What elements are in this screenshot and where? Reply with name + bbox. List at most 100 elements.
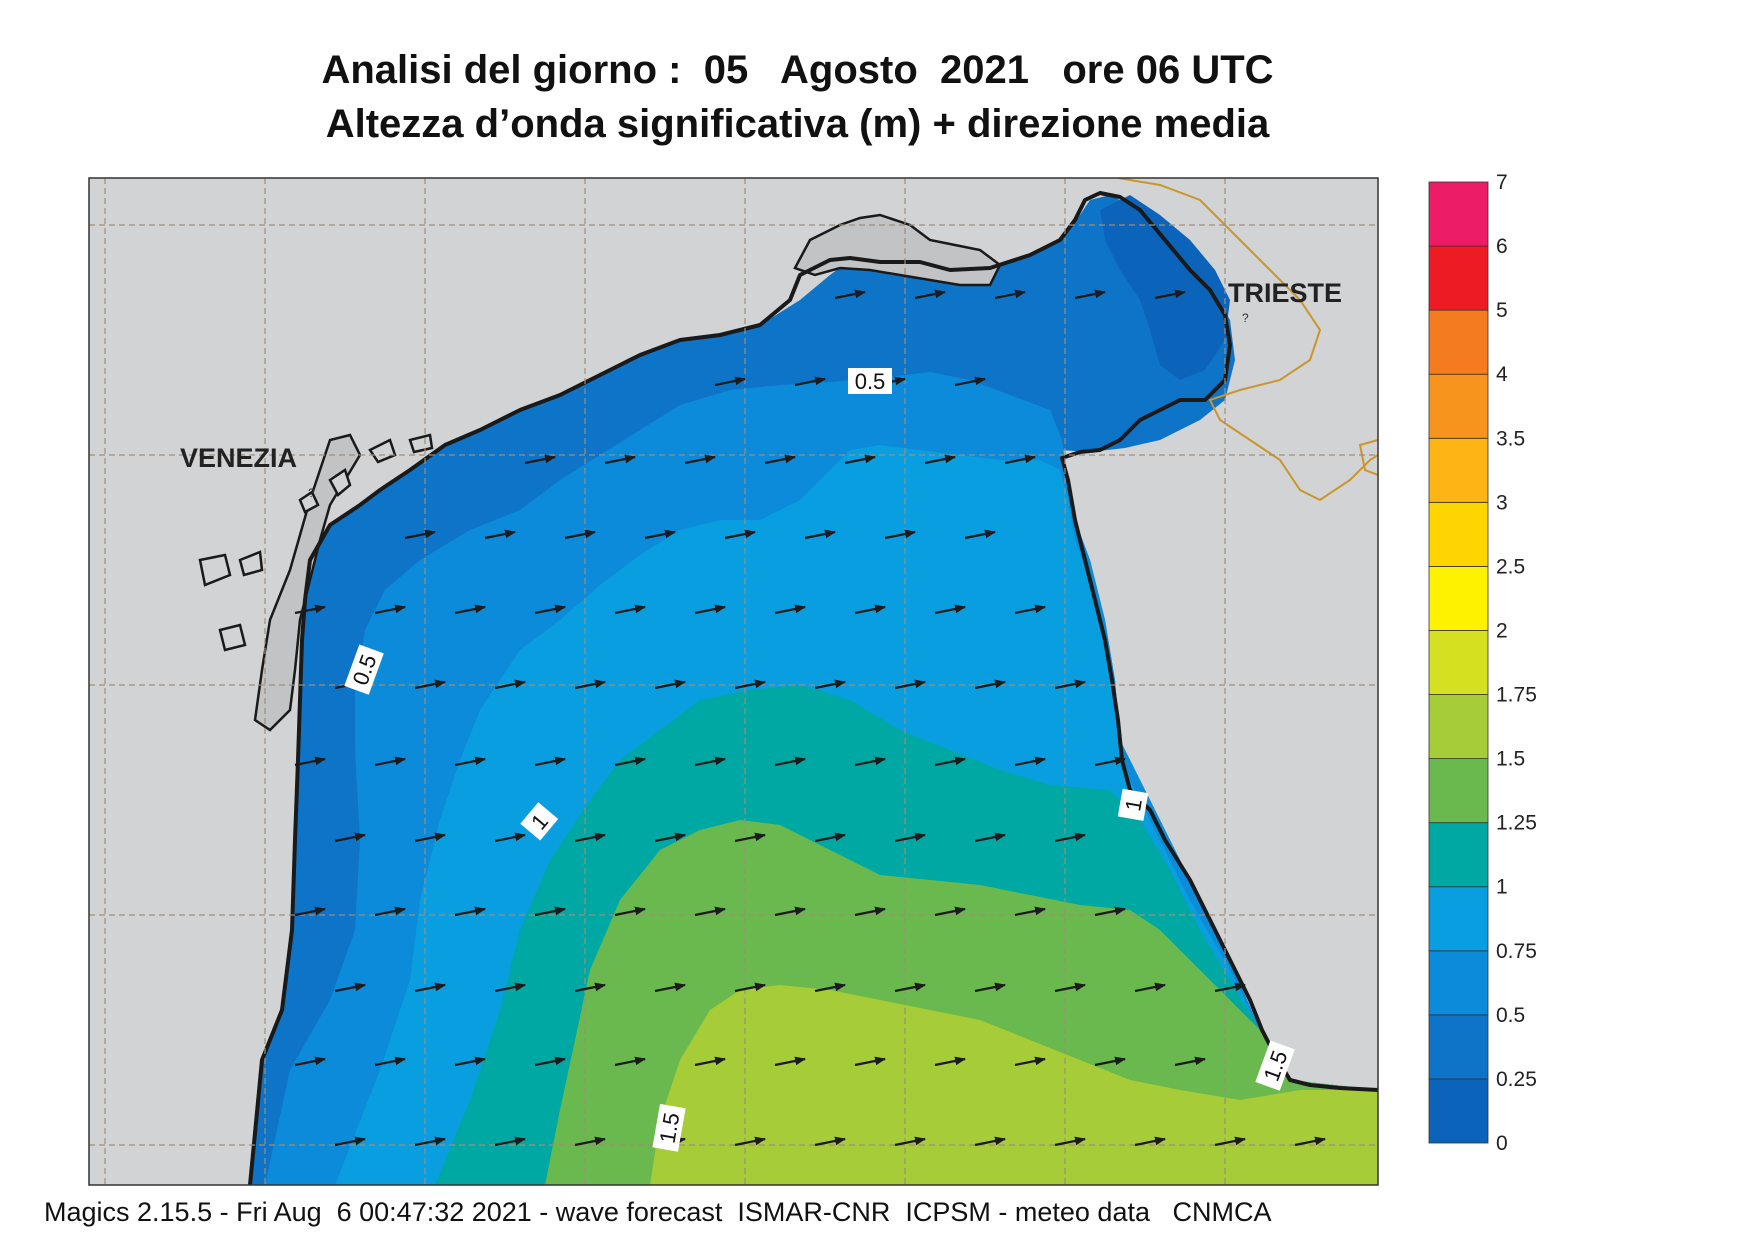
legend-swatch xyxy=(1428,373,1489,439)
wave-arrow xyxy=(974,1136,1007,1147)
city-label-trieste: TRIESTE xyxy=(1228,278,1342,308)
wave-arrow xyxy=(1054,679,1087,690)
wave-arrow xyxy=(774,756,807,767)
sea-band-15 xyxy=(650,985,1378,1185)
wave-arrow xyxy=(714,376,747,387)
legend-label: 1 xyxy=(1496,876,1508,899)
wave-arrow xyxy=(774,906,807,917)
wave-arrow xyxy=(794,376,827,387)
wave-arrow xyxy=(294,604,327,615)
border-line xyxy=(1117,178,1378,502)
wave-arrow xyxy=(564,529,597,540)
wave-arrow xyxy=(724,529,757,540)
legend-swatch xyxy=(1428,822,1489,888)
wave-arrow xyxy=(334,1136,367,1147)
legend-swatch xyxy=(1428,245,1489,311)
wave-arrow xyxy=(854,906,887,917)
wave-arrow xyxy=(934,1056,967,1067)
legend-swatch xyxy=(1428,566,1489,631)
legend-swatch xyxy=(1428,1014,1489,1080)
wave-arrow xyxy=(454,604,487,615)
contour-label: 0.5 xyxy=(855,369,886,394)
grado-lagoon xyxy=(793,213,1002,287)
wave-arrow xyxy=(524,454,557,465)
legend-swatch xyxy=(1428,181,1489,247)
legend-label: 3.5 xyxy=(1496,427,1525,450)
wave-arrow xyxy=(574,832,607,843)
wave-arrow xyxy=(1154,289,1187,300)
legend-label: 6 xyxy=(1496,235,1508,258)
lagoon-islands xyxy=(198,433,434,652)
wave-arrow xyxy=(694,756,727,767)
footer-credits: Magics 2.15.5 - Fri Aug 6 00:47:32 2021 … xyxy=(44,1197,1272,1227)
wave-arrow xyxy=(494,832,527,843)
legend-label: 0.75 xyxy=(1496,940,1537,963)
map-title: Analisi del giorno : 05 Agosto 2021 ore … xyxy=(321,48,1274,92)
wave-arrow xyxy=(1004,454,1037,465)
wave-arrow xyxy=(654,982,687,993)
wave-arrow xyxy=(614,604,647,615)
wave-arrow xyxy=(974,982,1007,993)
legend-label: 0.25 xyxy=(1496,1068,1537,1091)
wave-arrow xyxy=(934,756,967,767)
wave-direction-arrows xyxy=(294,289,1327,1147)
wave-arrow xyxy=(614,1056,647,1067)
wave-arrow xyxy=(774,1056,807,1067)
wave-arrow xyxy=(814,679,847,690)
wave-arrow xyxy=(1014,906,1047,917)
wave-arrow xyxy=(404,529,437,540)
wave-arrow xyxy=(1014,756,1047,767)
wave-arrow xyxy=(654,679,687,690)
city-marker-icon: ? xyxy=(1242,311,1249,325)
wave-arrow xyxy=(454,1056,487,1067)
wave-arrow xyxy=(334,832,367,843)
wave-arrow xyxy=(374,604,407,615)
wave-arrow xyxy=(374,756,407,767)
wave-arrow xyxy=(414,982,447,993)
legend-swatch xyxy=(1428,437,1489,503)
legend-swatch xyxy=(1428,630,1489,695)
wave-arrow xyxy=(734,832,767,843)
wave-arrow xyxy=(884,529,917,540)
wave-arrow xyxy=(294,1056,327,1067)
wave-arrow xyxy=(1094,906,1127,917)
wave-arrow xyxy=(374,1056,407,1067)
wave-arrow xyxy=(974,679,1007,690)
wave-arrow xyxy=(804,529,837,540)
wave-arrow xyxy=(1014,604,1047,615)
legend-swatch xyxy=(1428,501,1489,567)
contour-label: 1.5 xyxy=(655,1111,685,1145)
wave-arrow xyxy=(844,454,877,465)
grid xyxy=(89,178,1378,1185)
wave-arrow xyxy=(294,906,327,917)
wave-arrow xyxy=(894,679,927,690)
wave-arrow xyxy=(814,1136,847,1147)
legend-swatch xyxy=(1428,309,1489,375)
wave-arrow xyxy=(1214,982,1247,993)
legend-label: 2.5 xyxy=(1496,555,1525,578)
legend-label: 4 xyxy=(1496,363,1508,386)
wave-arrow xyxy=(1094,756,1127,767)
wave-arrow xyxy=(1134,982,1167,993)
wave-arrow xyxy=(924,454,957,465)
wave-arrow xyxy=(1214,1136,1247,1147)
wave-arrow xyxy=(954,376,987,387)
wave-arrow xyxy=(734,679,767,690)
city-marker-icon: ? xyxy=(308,486,315,500)
wave-arrow xyxy=(494,679,527,690)
map-subtitle: Altezza d’onda significativa (m) + direz… xyxy=(325,102,1270,146)
legend-colorbar: 0 0.25 0.5 0.75 1 1.25 1.5 1.75 2 2.5 3 3.5 4 5 6 7 xyxy=(1428,171,1537,1155)
wave-arrow xyxy=(574,982,607,993)
legend-label: 1.25 xyxy=(1496,812,1537,835)
wave-arrow xyxy=(374,906,407,917)
legend-label: 3 xyxy=(1496,491,1508,514)
wave-arrow xyxy=(574,1136,607,1147)
contour-labels: 0.5 0.5 1 1 1.5 1.5 xyxy=(344,368,1295,1152)
wave-arrow xyxy=(454,906,487,917)
wave-arrow xyxy=(774,604,807,615)
wave-arrow xyxy=(1014,1056,1047,1067)
legend-label: 1.75 xyxy=(1496,684,1537,707)
wave-arrow xyxy=(654,832,687,843)
wave-arrow xyxy=(914,289,947,300)
